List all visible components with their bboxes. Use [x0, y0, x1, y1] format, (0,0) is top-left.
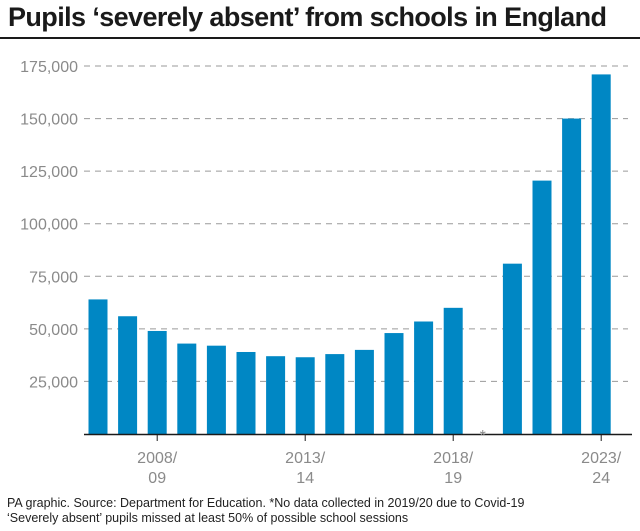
y-tick-label: 125,000 [20, 164, 78, 181]
bar [177, 343, 197, 434]
x-tick-label: 14 [296, 470, 314, 487]
y-tick-label: 150,000 [20, 112, 78, 129]
bar [206, 345, 226, 434]
y-tick-label: 75,000 [29, 269, 78, 286]
y-tick-label: 100,000 [20, 217, 78, 234]
bar [591, 74, 611, 434]
source-note: PA graphic. Source: Department for Educa… [7, 496, 524, 526]
bar [88, 299, 108, 434]
y-tick-label: 50,000 [29, 322, 78, 339]
bar [502, 263, 522, 434]
bar [325, 354, 345, 434]
y-tick-label: 25,000 [29, 374, 78, 391]
footer-source-line: PA graphic. Source: Department for Educa… [7, 496, 525, 510]
bar [384, 333, 404, 434]
missing-data-asterisk: * [480, 428, 486, 445]
x-tick-label: 2013/ [285, 450, 326, 467]
title-divider [0, 37, 640, 39]
x-tick-label: 19 [444, 470, 462, 487]
missing-data-marker: * [480, 428, 486, 445]
bar [147, 330, 167, 434]
bar [562, 118, 582, 435]
bar [354, 349, 374, 434]
footer-definition-line: ‘Severely absent’ pupils missed at least… [7, 511, 409, 525]
x-tick-label: 24 [592, 470, 610, 487]
bar [443, 307, 463, 434]
page-title: Pupils ‘severely absent’ from schools in… [8, 2, 607, 32]
bar [236, 351, 256, 434]
y-tick-label: 175,000 [20, 59, 78, 76]
x-tick-label: 09 [148, 470, 166, 487]
bar [414, 321, 434, 434]
bar [266, 356, 286, 434]
x-tick-label: 2023/ [581, 450, 622, 467]
x-axis-labels: 2008/09 2013/14 2018/19 2023/24 [137, 434, 622, 487]
bar [295, 357, 315, 434]
x-tick-label: 2018/ [433, 450, 474, 467]
x-tick-label: 2008/ [137, 450, 178, 467]
bar [532, 180, 552, 434]
bar [118, 316, 138, 434]
y-axis-labels: 25,000 50,000 75,000 100,000 125,000 150,000 1… [20, 59, 78, 391]
bar-chart: 25,000 50,000 75,000 100,000 125,000 150,000 1… [20, 59, 632, 487]
bars [88, 74, 611, 435]
